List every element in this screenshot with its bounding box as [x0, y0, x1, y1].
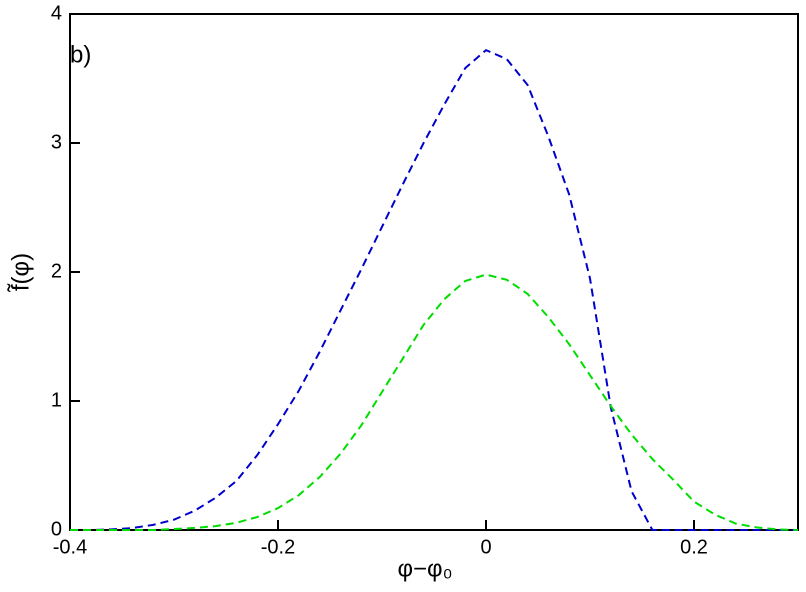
annotation: b)	[70, 41, 91, 68]
y-tick-label: 3	[51, 131, 62, 153]
y-axis-label: f̃(φ)	[7, 253, 34, 293]
series-line	[70, 273, 799, 531]
x-tick-label: 0	[480, 536, 491, 558]
x-tick-label: 0.2	[680, 536, 708, 558]
y-tick-label: 2	[51, 260, 62, 282]
x-tick-label: -0.2	[261, 536, 295, 558]
x-axis-label: φ−φ₀	[397, 555, 452, 582]
y-tick-label: 4	[51, 2, 62, 24]
y-tick-label: 0	[51, 518, 62, 540]
plot-frame	[69, 13, 799, 531]
x-tick-label: -0.4	[53, 536, 87, 558]
y-tick-label: 1	[51, 389, 62, 411]
series-line	[70, 48, 798, 531]
